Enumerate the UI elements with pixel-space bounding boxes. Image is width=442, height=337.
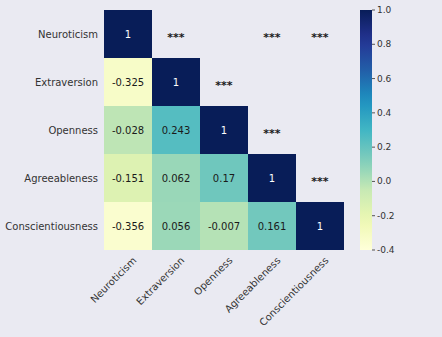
significance-label: *** [263,31,281,44]
data-label: 1 [125,29,131,40]
colorbar-tick [372,215,375,216]
significance-label: *** [311,175,329,188]
data-label: -0.028 [112,125,144,136]
colorbar-tick-label: 0.6 [377,74,392,84]
colorbar-tick [372,78,375,79]
y-tick-label: Neuroticism [38,29,98,40]
data-label: -0.356 [112,221,144,232]
colorbar-tick [372,181,375,182]
colorbar-tick [372,10,375,11]
heatmap-cell [104,154,152,202]
y-tick-label: Agreeableness [24,173,98,184]
colorbar-tick-label: 0.4 [377,108,392,118]
empty-cell [296,154,344,202]
data-label: 1 [221,125,227,136]
empty-cell [200,10,248,58]
heatmap-cell [104,58,152,106]
data-label: 0.161 [258,221,287,232]
x-tick-label: Openness [192,255,235,298]
colorbar-tick-label: 0.0 [377,176,392,186]
y-tick-label: Openness [48,125,98,136]
x-tick-label: Extraversion [134,255,186,307]
empty-cell [248,10,296,58]
x-tick-label: Neuroticism [88,255,138,305]
data-label: 0.062 [162,173,191,184]
empty-cell [296,10,344,58]
colorbar-tick-label: 1.0 [377,5,392,15]
heatmap-cell [248,154,296,202]
colorbar-tick [372,250,375,251]
heatmap-cell [200,154,248,202]
heatmap-cell [200,106,248,154]
data-label: 1 [269,173,275,184]
colorbar [360,10,372,250]
heatmap-cell [200,202,248,250]
empty-cell [200,58,248,106]
empty-cell [248,58,296,106]
x-tick-label: Conscientiousness [257,255,330,328]
heatmap-cell [152,202,200,250]
empty-cell [296,106,344,154]
significance-label: *** [167,31,185,44]
y-tick-label: Extraversion [35,77,98,88]
data-label: -0.151 [112,173,144,184]
empty-cell [296,58,344,106]
chart: 1 *** *** *** -0.325 1 *** -0.028 0.243 1 *** -0.15… [0,0,442,337]
heatmap-cell [104,10,152,58]
heatmap-cell [296,202,344,250]
data-label: 0.056 [162,221,191,232]
heatmap-cell [104,106,152,154]
empty-cell [152,10,200,58]
heatmap-cell [104,202,152,250]
colorbar-tick-label: 0.8 [377,39,392,49]
data-label: 0.243 [162,125,191,136]
y-tick-label: Conscientiousness [5,221,98,232]
empty-cell [248,106,296,154]
colorbar-tick-label: 0.2 [377,142,391,152]
colorbar-tick [372,44,375,45]
data-label: 1 [317,221,323,232]
data-label: -0.325 [112,77,144,88]
colorbar-tick-label: -0.4 [377,245,395,255]
heatmap-cell [152,154,200,202]
data-label: 0.17 [213,173,235,184]
heatmap-cell [248,202,296,250]
data-label: -0.007 [208,221,240,232]
heatmap-cell [152,58,200,106]
significance-label: *** [263,127,281,140]
colorbar-tick-label: -0.2 [377,211,395,221]
colorbar-tick [372,112,375,113]
colorbar-tick [372,147,375,148]
heatmap-cell [152,106,200,154]
significance-label: *** [215,79,233,92]
heatmap [104,10,344,250]
significance-label: *** [311,31,329,44]
data-label: 1 [173,77,179,88]
